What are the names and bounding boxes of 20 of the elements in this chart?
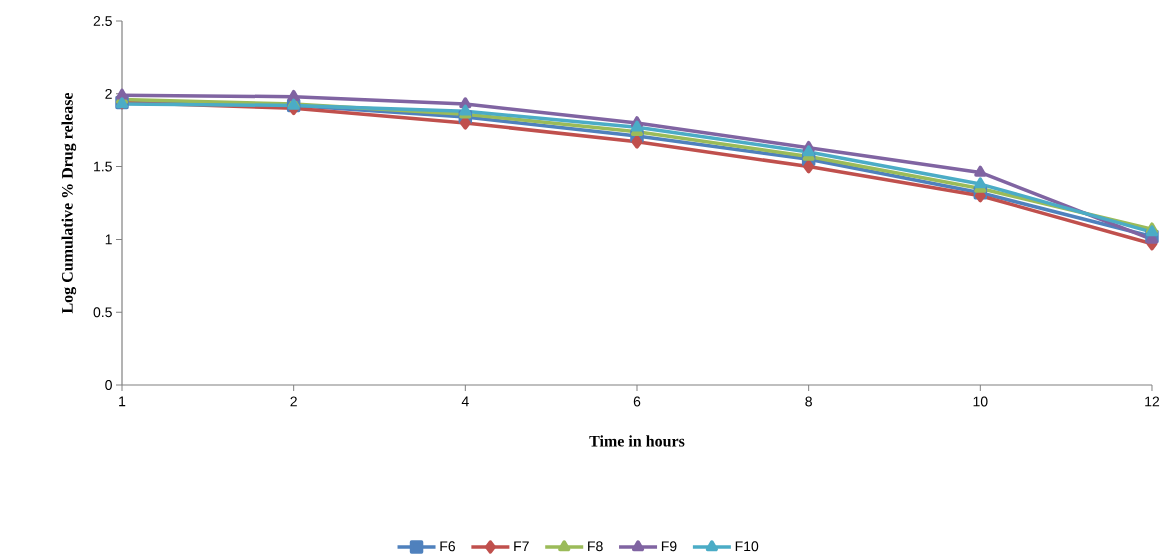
legend-label: F7 [514, 541, 529, 552]
x-tick-label: 1 [119, 396, 126, 407]
y-tick-label: 0 [105, 380, 112, 390]
y-tick-label: 2.5 [93, 16, 112, 26]
legend-label: F8 [588, 541, 603, 552]
x-tick-label: 10 [973, 396, 988, 407]
x-tick-label: 2 [290, 396, 297, 407]
legend-label: F6 [440, 541, 456, 552]
x-tick-label: 6 [633, 396, 641, 407]
y-tick-label: 0.5 [93, 307, 112, 318]
y-tick-label: 2 [105, 88, 112, 99]
y-tick-label: 1 [105, 234, 112, 245]
x-tick-label: 4 [461, 396, 469, 407]
x-axis-title: Time in hours [589, 435, 685, 447]
x-tick-label: 8 [805, 396, 812, 407]
legend-label: F9 [661, 541, 677, 552]
y-axis-title: Log Cumulative % Drug release [61, 92, 77, 314]
x-tick-label: 12 [1145, 396, 1160, 407]
y-tick-label: 1.5 [94, 161, 112, 172]
legend-label: F10 [735, 541, 759, 552]
